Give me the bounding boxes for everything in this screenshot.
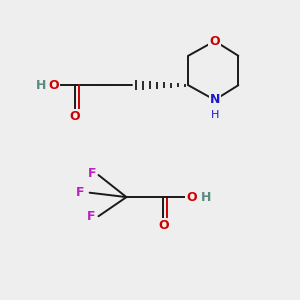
- Text: H: H: [201, 190, 211, 204]
- Text: F: F: [88, 167, 96, 180]
- Text: O: O: [70, 110, 80, 123]
- Text: F: F: [87, 210, 95, 223]
- Text: N: N: [210, 93, 220, 106]
- Text: O: O: [209, 34, 220, 48]
- Text: H: H: [36, 79, 46, 92]
- Text: O: O: [158, 219, 169, 232]
- Text: O: O: [186, 190, 196, 204]
- Text: H: H: [211, 110, 219, 120]
- Text: F: F: [76, 186, 85, 199]
- Text: O: O: [48, 79, 59, 92]
